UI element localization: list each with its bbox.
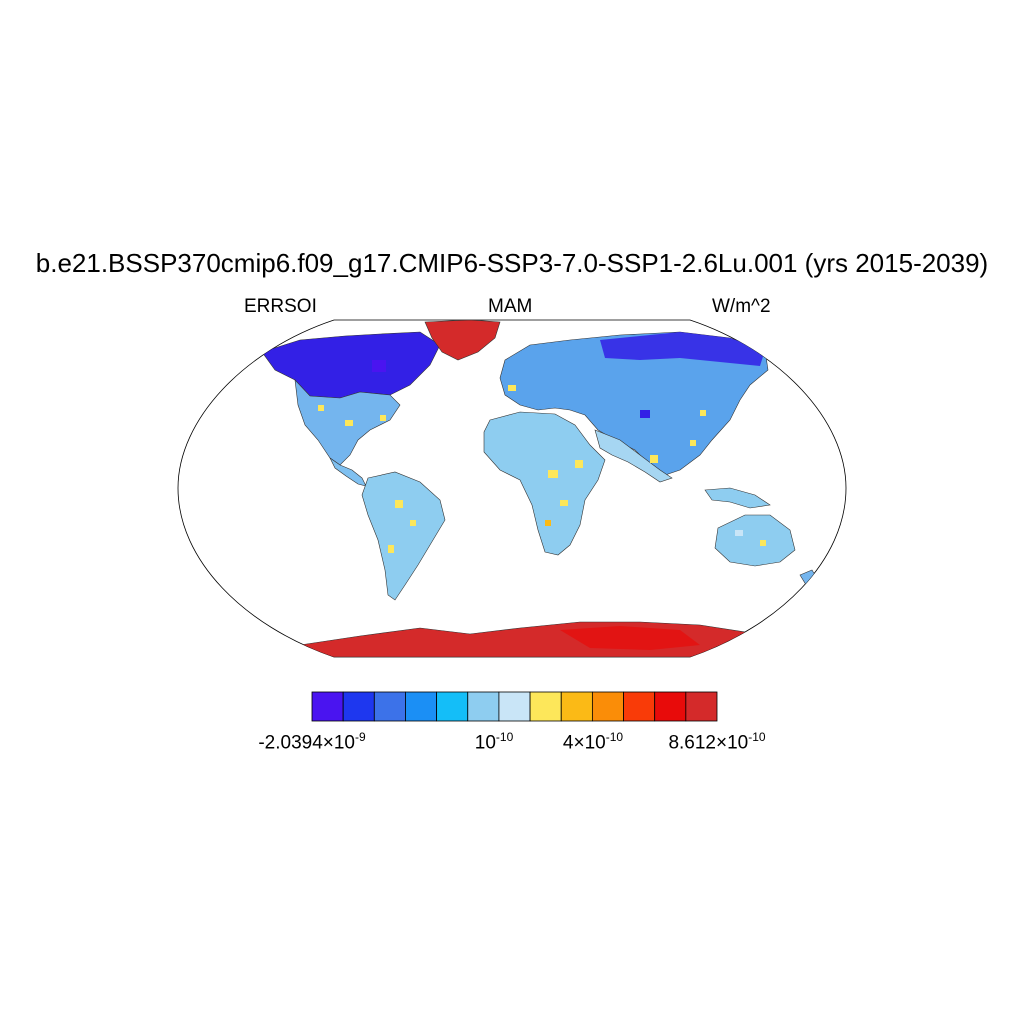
colorbar-swatch bbox=[654, 691, 687, 722]
colorbar-swatch bbox=[529, 691, 562, 722]
land-greenland bbox=[424, 320, 501, 361]
colorbar-swatch bbox=[467, 691, 500, 722]
colorbar-swatch bbox=[498, 691, 531, 722]
colorbar-swatch bbox=[591, 691, 624, 722]
land-eurasia bbox=[499, 331, 769, 476]
variable-label: ERRSOI bbox=[244, 296, 317, 317]
antarctica-highland bbox=[560, 626, 700, 650]
season-label: MAM bbox=[488, 296, 533, 317]
colorbar-swatch bbox=[685, 691, 718, 722]
colorbar-swatch bbox=[405, 691, 438, 722]
land-australia bbox=[714, 514, 796, 567]
colorbar-swatch bbox=[373, 691, 406, 722]
units-label: W/m^2 bbox=[712, 296, 771, 317]
land-arabia-india bbox=[594, 429, 673, 483]
land-south-america bbox=[361, 471, 446, 601]
colorbar-tick-label: -2.0394×10-9 bbox=[258, 730, 366, 754]
colorbar-swatch bbox=[311, 691, 344, 722]
land-southeast-asia bbox=[704, 487, 771, 509]
plot-title: b.e21.BSSP370cmip6.f09_g17.CMIP6-SSP3-7.… bbox=[35, 248, 989, 278]
land-siberia bbox=[600, 332, 765, 366]
colorbar-swatch bbox=[560, 691, 593, 722]
colorbar-swatch bbox=[342, 691, 375, 722]
colorbar-tick-label: 4×10-10 bbox=[562, 730, 624, 754]
colorbar-swatch bbox=[623, 691, 656, 722]
field-anomaly-patches bbox=[318, 360, 766, 553]
land-africa bbox=[483, 411, 606, 556]
colorbar-tick-label: 10-10 bbox=[474, 730, 514, 754]
colorbar-tick-label: 8.612×10-10 bbox=[668, 730, 766, 754]
colorbar-swatch bbox=[436, 691, 469, 722]
